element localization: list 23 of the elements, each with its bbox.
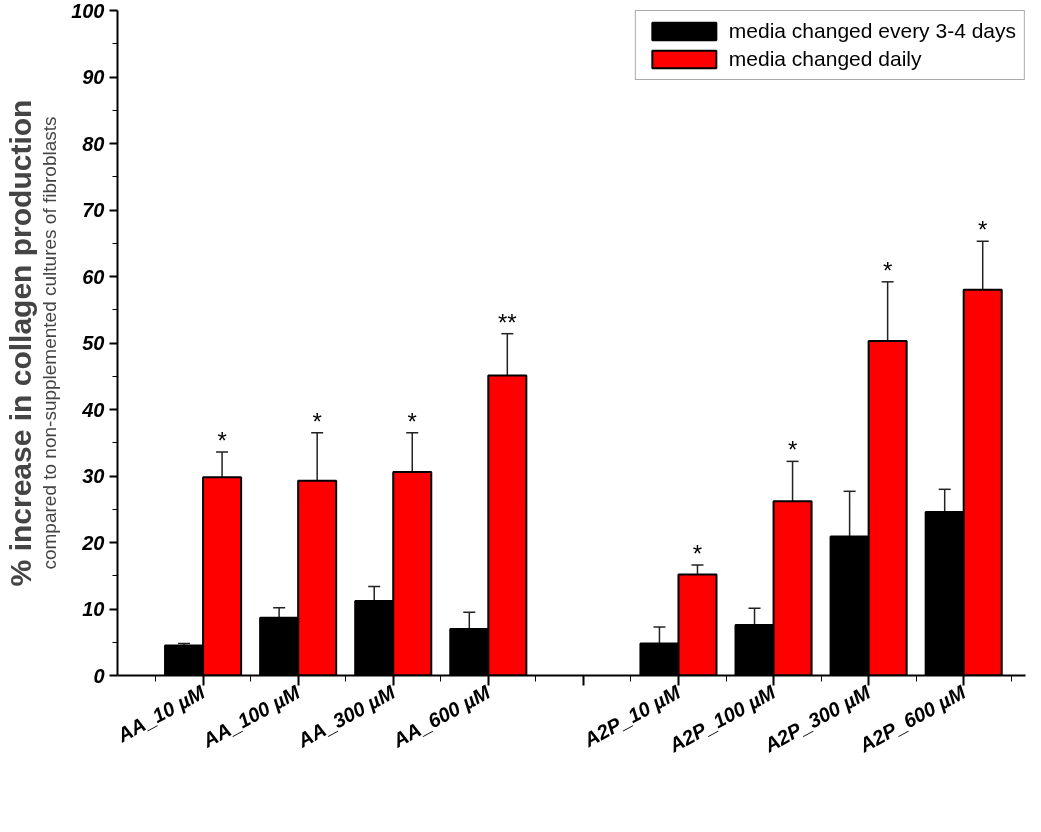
y-axis-title: % increase in collagen production (3, 99, 37, 587)
annotation: * (978, 216, 988, 244)
y-tick-label: 0 (93, 664, 105, 687)
y-tick-label: 90 (82, 66, 105, 88)
legend-label: media changed daily (728, 47, 922, 71)
text: compared to non-supplemented cultures of fibroblasts (39, 116, 61, 570)
y-tick-label: 40 (81, 398, 105, 421)
legend-label: media changed every 3-4 days (728, 19, 1016, 43)
annotation: * (692, 540, 703, 568)
y-tick-label: 10 (82, 598, 105, 620)
y-tick-label: 20 (81, 531, 105, 554)
y-tick-label: 80 (82, 132, 105, 155)
annotation: * (217, 427, 227, 455)
y-tick-label: 100 (71, 0, 105, 22)
annotation: * (312, 407, 322, 435)
annotation: * (882, 256, 893, 284)
y-tick-label: 30 (82, 465, 105, 487)
annotation: * (407, 407, 417, 435)
annotation: ** (497, 308, 517, 336)
y-tick-label: 60 (82, 265, 105, 288)
y-tick-label: 70 (82, 199, 105, 221)
y-tick-label: 50 (82, 332, 105, 354)
annotation: * (787, 436, 798, 464)
